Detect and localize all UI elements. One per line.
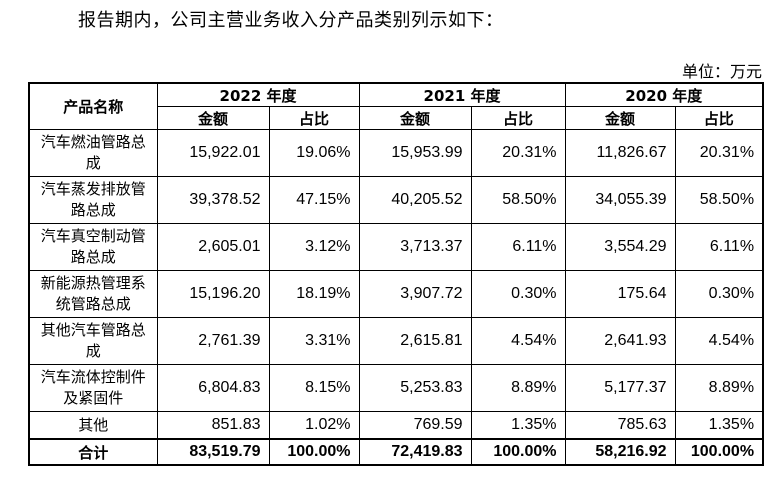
amount-cell: 5,177.37 [564, 364, 676, 412]
table-row: 汽车流体控制件及紧固件 6,804.83 8.15% 5,253.83 8.89… [28, 364, 764, 412]
product-name-cell: 汽车蒸发排放管路总成 [28, 176, 158, 224]
header-year-2022: 2022 年度 [156, 82, 360, 107]
header-ratio: 占比 [470, 106, 566, 130]
header-ratio: 占比 [674, 106, 764, 130]
ratio-cell: 4.54% [674, 317, 764, 365]
ratio-cell: 3.12% [268, 223, 360, 271]
ratio-cell: 19.06% [268, 129, 360, 177]
ratio-cell: 0.30% [674, 270, 764, 318]
ratio-cell: 20.31% [470, 129, 566, 177]
ratio-cell: 1.35% [470, 411, 566, 440]
amount-cell: 3,713.37 [358, 223, 472, 271]
table-row: 汽车真空制动管路总成 2,605.01 3.12% 3,713.37 6.11%… [28, 223, 764, 271]
table-row: 汽车燃油管路总成 15,922.01 19.06% 15,953.99 20.3… [28, 129, 764, 177]
total-ratio-cell: 100.00% [674, 438, 764, 466]
amount-cell: 3,907.72 [358, 270, 472, 318]
amount-cell: 175.64 [564, 270, 676, 318]
table-row: 其他 851.83 1.02% 769.59 1.35% 785.63 1.35… [28, 411, 764, 440]
total-amount-cell: 72,419.83 [358, 438, 472, 466]
intro-text: 报告期内，公司主营业务收入分产品类别列示如下： [78, 10, 504, 31]
ratio-cell: 3.31% [268, 317, 360, 365]
amount-cell: 15,196.20 [156, 270, 270, 318]
table-row: 其他汽车管路总成 2,761.39 3.31% 2,615.81 4.54% 2… [28, 317, 764, 365]
header-year-2021: 2021 年度 [358, 82, 566, 107]
amount-cell: 6,804.83 [156, 364, 270, 412]
amount-cell: 2,641.93 [564, 317, 676, 365]
ratio-cell: 58.50% [470, 176, 566, 224]
amount-cell: 15,922.01 [156, 129, 270, 177]
ratio-cell: 8.89% [674, 364, 764, 412]
header-amount: 金额 [156, 106, 270, 130]
amount-cell: 769.59 [358, 411, 472, 440]
amount-cell: 851.83 [156, 411, 270, 440]
ratio-cell: 1.02% [268, 411, 360, 440]
ratio-cell: 8.15% [268, 364, 360, 412]
total-label-cell: 合计 [28, 438, 158, 466]
amount-cell: 2,615.81 [358, 317, 472, 365]
product-name-cell: 新能源热管理系统管路总成 [28, 270, 158, 318]
total-row: 合计 83,519.79 100.00% 72,419.83 100.00% 5… [28, 438, 764, 466]
revenue-by-product-table: 产品名称 2022 年度 2021 年度 2020 年度 金额 占比 金额 占比… [28, 82, 765, 466]
total-amount-cell: 83,519.79 [156, 438, 270, 466]
ratio-cell: 58.50% [674, 176, 764, 224]
ratio-cell: 20.31% [674, 129, 764, 177]
product-name-cell: 汽车流体控制件及紧固件 [28, 364, 158, 412]
amount-cell: 5,253.83 [358, 364, 472, 412]
amount-cell: 3,554.29 [564, 223, 676, 271]
amount-cell: 15,953.99 [358, 129, 472, 177]
amount-cell: 2,605.01 [156, 223, 270, 271]
amount-cell: 11,826.67 [564, 129, 676, 177]
ratio-cell: 1.35% [674, 411, 764, 440]
table-row: 新能源热管理系统管路总成 15,196.20 18.19% 3,907.72 0… [28, 270, 764, 318]
ratio-cell: 18.19% [268, 270, 360, 318]
ratio-cell: 47.15% [268, 176, 360, 224]
product-name-cell: 其他汽车管路总成 [28, 317, 158, 365]
product-name-cell: 其他 [28, 411, 158, 440]
ratio-cell: 4.54% [470, 317, 566, 365]
amount-cell: 785.63 [564, 411, 676, 440]
amount-cell: 34,055.39 [564, 176, 676, 224]
header-amount: 金额 [564, 106, 676, 130]
table-row: 汽车蒸发排放管路总成 39,378.52 47.15% 40,205.52 58… [28, 176, 764, 224]
amount-cell: 39,378.52 [156, 176, 270, 224]
ratio-cell: 6.11% [674, 223, 764, 271]
ratio-cell: 0.30% [470, 270, 566, 318]
total-ratio-cell: 100.00% [268, 438, 360, 466]
total-ratio-cell: 100.00% [470, 438, 566, 466]
amount-cell: 40,205.52 [358, 176, 472, 224]
header-amount: 金额 [358, 106, 472, 130]
header-ratio: 占比 [268, 106, 360, 130]
total-amount-cell: 58,216.92 [564, 438, 676, 466]
ratio-cell: 8.89% [470, 364, 566, 412]
header-year-2020: 2020 年度 [564, 82, 764, 107]
product-name-cell: 汽车真空制动管路总成 [28, 223, 158, 271]
unit-label: 单位：万元 [681, 62, 762, 81]
ratio-cell: 6.11% [470, 223, 566, 271]
product-name-cell: 汽车燃油管路总成 [28, 129, 158, 177]
amount-cell: 2,761.39 [156, 317, 270, 365]
header-product-name: 产品名称 [28, 82, 158, 130]
